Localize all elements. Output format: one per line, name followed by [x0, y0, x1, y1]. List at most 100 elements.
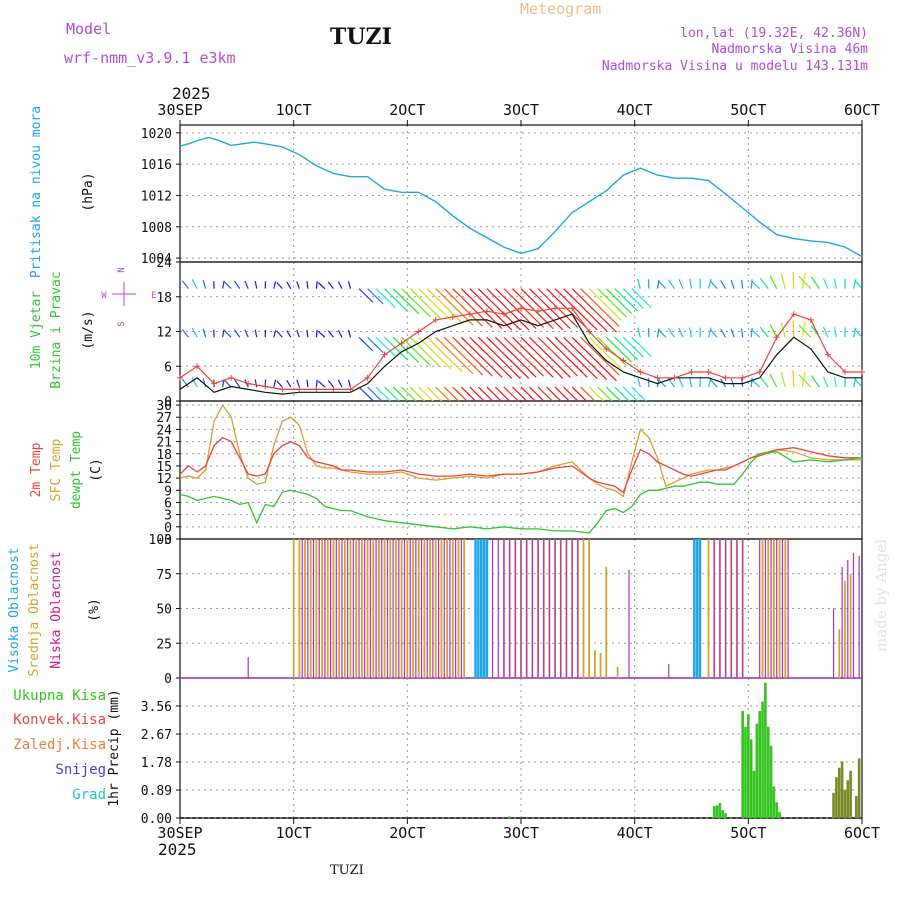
wind-barb	[460, 386, 477, 401]
wind-barb	[452, 336, 493, 377]
x-tick-label-top: 4OCT	[617, 101, 653, 119]
y-tick-label: 1.78	[141, 756, 172, 771]
wind-barb	[460, 288, 503, 330]
wind-barb	[637, 377, 641, 388]
y-tick-label: 24	[156, 423, 172, 438]
gust-marker	[654, 374, 661, 381]
wind-barb	[822, 376, 829, 388]
gust-marker	[739, 374, 746, 381]
wind-barb	[588, 336, 623, 370]
precip-legend-0: Ukupna Kisa	[13, 688, 106, 704]
gust-marker	[518, 305, 524, 312]
x-tick-label-bottom: 5OCT	[730, 824, 766, 842]
compass-north: N	[117, 267, 127, 272]
gust-marker	[211, 380, 218, 387]
wind-barb	[384, 288, 408, 312]
wind-barb	[317, 380, 326, 388]
wind-barb	[512, 336, 554, 378]
wind-barb	[244, 329, 249, 338]
wind-barb	[273, 379, 277, 388]
precip-bar	[778, 811, 781, 818]
precip-bar	[721, 810, 725, 818]
wind-barb	[622, 386, 639, 401]
x-tick-label-top: 6OCT	[844, 101, 880, 119]
wind-barb	[315, 281, 318, 289]
wind-barb	[720, 328, 727, 338]
wind-barb	[769, 324, 778, 338]
wind-barb	[614, 386, 630, 401]
wind-barb	[730, 279, 735, 289]
wind-barb	[367, 386, 383, 401]
precip-legend-4: Grad	[72, 787, 106, 803]
lonlat-label: lon,lat (19.32E, 42.36N)	[680, 26, 868, 41]
wind-barb	[614, 336, 639, 361]
temp-unit-label: (C)	[89, 458, 104, 481]
wind-barb	[780, 322, 786, 338]
wind-barb	[191, 377, 198, 388]
panel-frame	[179, 124, 863, 263]
wind-barb	[418, 386, 434, 401]
wind-barb	[296, 329, 300, 338]
wind-barb	[689, 278, 693, 289]
gust-marker	[432, 316, 439, 323]
x-tick-label-bottom: 6OCT	[844, 824, 880, 842]
wind-barb	[707, 278, 712, 289]
year-bottom: 2025	[158, 840, 197, 859]
y-tick-label: 1008	[141, 221, 172, 236]
temp-2m-line	[179, 436, 862, 494]
wind-barb	[622, 288, 645, 310]
wind-barb	[337, 379, 343, 388]
precip-unit-label: 1hr Precip (mm)	[107, 689, 122, 806]
wind-barb	[435, 288, 474, 326]
wind-barb	[486, 386, 502, 401]
wind-barb	[254, 379, 258, 388]
precip-bar	[744, 726, 747, 818]
wind-barb	[426, 288, 463, 324]
wind-barb	[401, 288, 431, 318]
wind-barb	[678, 377, 684, 388]
wind-barb	[273, 329, 277, 338]
wind-barb	[741, 279, 744, 289]
model-label: Model	[66, 20, 111, 38]
wind-barb	[358, 288, 374, 303]
wind-barbs-group	[180, 272, 862, 401]
gust-marker	[381, 351, 388, 358]
wind-barb	[580, 288, 620, 327]
wind-barb	[741, 378, 744, 388]
precip-bar	[715, 805, 719, 818]
precip-legend-3: Snijeg	[55, 762, 106, 778]
wind-barb	[392, 386, 409, 401]
wind-barb	[588, 288, 623, 321]
wind-barb	[191, 279, 198, 289]
gust-marker	[177, 374, 183, 381]
wind-barb	[367, 336, 384, 354]
wind-barb	[614, 288, 639, 312]
compass-west: W	[101, 291, 107, 301]
sfc-temp-label: SFC Temp	[49, 439, 64, 502]
model-name: wrf-nmm_v3.9.1 e3km	[64, 49, 236, 67]
gust-marker	[859, 369, 865, 376]
wind-barb	[426, 386, 443, 401]
wind-barb	[605, 288, 632, 314]
y-tick-label: 18	[156, 448, 172, 463]
wind-barb	[202, 328, 207, 338]
wind-barb	[181, 280, 189, 290]
wind-barb	[741, 328, 744, 338]
precip-bar-mixed	[849, 770, 852, 818]
y-tick-label: 0	[164, 521, 172, 536]
wind-barb	[435, 336, 474, 375]
wind-barb	[469, 386, 485, 401]
precip-bar	[761, 701, 764, 818]
wind-barb	[401, 336, 431, 366]
wind-barb	[512, 386, 528, 401]
wind-barb	[477, 336, 521, 379]
footer-station: TUZI	[330, 863, 364, 878]
wind-barb	[571, 336, 617, 382]
wind-barb	[637, 278, 641, 289]
y-tick-label: 1016	[141, 158, 172, 173]
precip-bar	[755, 723, 759, 818]
pressure-unit-label: (hPa)	[81, 172, 96, 211]
wind-barb	[854, 328, 862, 338]
wind-barb	[503, 336, 544, 377]
precip-bar	[769, 745, 773, 818]
